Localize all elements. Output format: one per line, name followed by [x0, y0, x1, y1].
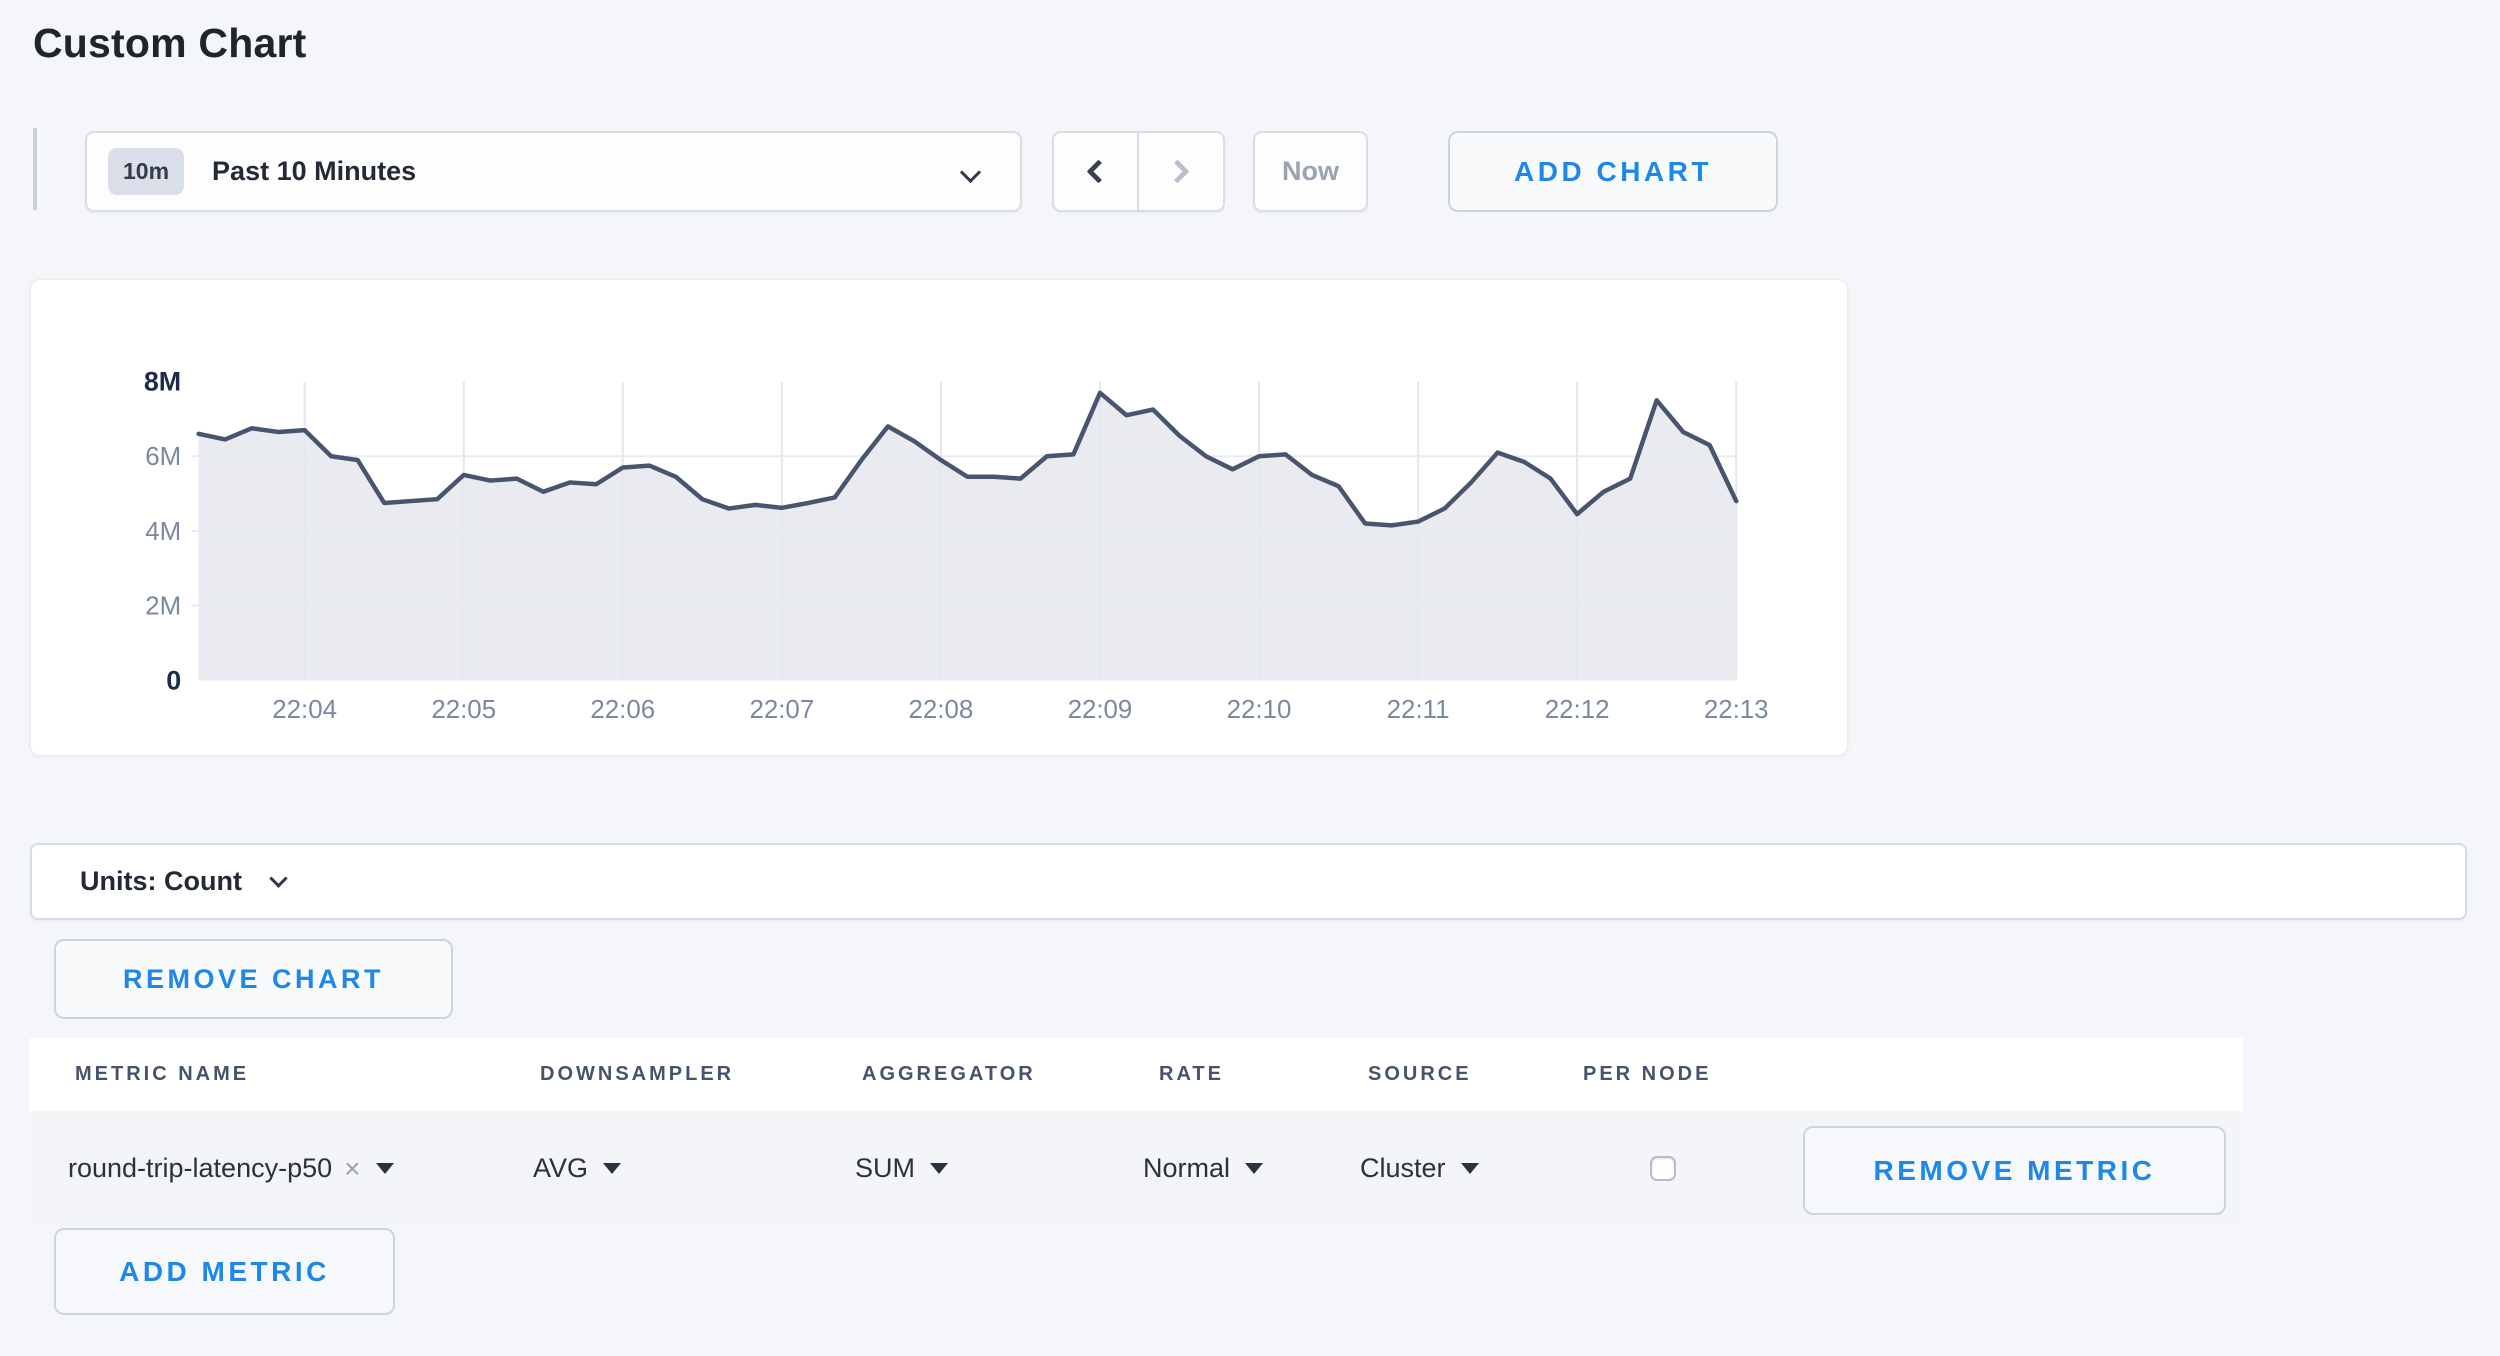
time-window-label: Past 10 Minutes: [212, 156, 417, 186]
source-dropdown[interactable]: Cluster: [1360, 1111, 1479, 1226]
time-window-dropdown[interactable]: 10m Past 10 Minutes: [85, 131, 1022, 212]
aggregator-value: SUM: [855, 1153, 915, 1183]
page-title: Custom Chart: [33, 20, 307, 66]
svg-text:22:08: 22:08: [909, 696, 974, 724]
triangle-down-icon: [603, 1163, 622, 1174]
time-window-badge: 10m: [108, 148, 185, 195]
svg-text:4M: 4M: [145, 518, 181, 546]
rate-value: Normal: [1143, 1153, 1231, 1183]
metric-name-value: round-trip-latency-p50: [68, 1153, 333, 1183]
svg-text:22:04: 22:04: [272, 696, 337, 724]
aggregator-dropdown[interactable]: SUM: [855, 1111, 948, 1226]
chevron-left-icon: [1086, 159, 1111, 184]
triangle-down-icon: [1245, 1163, 1264, 1174]
units-label: Units: Count: [80, 866, 242, 896]
toolbar-divider: [33, 128, 37, 210]
remove-metric-button[interactable]: REMOVE METRIC: [1803, 1126, 2226, 1215]
chevron-down-icon: [269, 869, 288, 888]
time-forward-button[interactable]: [1139, 133, 1224, 210]
source-value: Cluster: [1360, 1153, 1446, 1183]
chevron-down-icon: [959, 161, 982, 184]
col-header-source: SOURCE: [1368, 1063, 1472, 1085]
triangle-down-icon: [1460, 1163, 1479, 1174]
svg-text:22:07: 22:07: [749, 696, 814, 724]
svg-text:22:12: 22:12: [1545, 696, 1610, 724]
downsampler-value: AVG: [533, 1153, 589, 1183]
svg-text:6M: 6M: [145, 443, 181, 471]
clear-metric-icon[interactable]: ×: [344, 1152, 361, 1184]
chart-card: 0 2M 4M 6M 8M 22:04 22:05 22:06 22:07 22:08 22:09 2…: [30, 279, 1848, 756]
metrics-table-header: METRIC NAME DOWNSAMPLER AGGREGATOR RATE …: [30, 1038, 2243, 1111]
now-button[interactable]: Now: [1253, 131, 1368, 212]
chevron-right-icon: [1165, 159, 1190, 184]
col-header-downsampler: DOWNSAMPLER: [540, 1063, 735, 1085]
svg-text:22:09: 22:09: [1068, 696, 1133, 724]
time-nav-group: [1052, 131, 1225, 212]
svg-text:22:05: 22:05: [431, 696, 496, 724]
units-dropdown[interactable]: Units: Count: [30, 843, 2467, 920]
triangle-down-icon: [375, 1163, 394, 1174]
triangle-down-icon: [930, 1163, 948, 1174]
add-metric-button[interactable]: ADD METRIC: [54, 1228, 395, 1315]
time-back-button[interactable]: [1054, 133, 1139, 210]
svg-text:22:06: 22:06: [590, 696, 655, 724]
per-node-checkbox[interactable]: [1650, 1156, 1676, 1181]
custom-metric-area-chart: 0 2M 4M 6M 8M 22:04 22:05 22:06 22:07 22:08 22:09 2…: [144, 367, 1769, 725]
downsampler-dropdown[interactable]: AVG: [533, 1111, 622, 1226]
col-header-metric-name: METRIC NAME: [75, 1063, 250, 1085]
rate-dropdown[interactable]: Normal: [1143, 1111, 1264, 1226]
metric-name-dropdown[interactable]: round-trip-latency-p50 ×: [68, 1111, 394, 1226]
svg-text:8M: 8M: [144, 367, 181, 397]
add-chart-button[interactable]: ADD CHART: [1448, 131, 1778, 212]
svg-text:22:11: 22:11: [1387, 696, 1450, 724]
svg-text:0: 0: [166, 665, 181, 695]
remove-chart-button[interactable]: REMOVE CHART: [54, 939, 453, 1019]
svg-text:22:10: 22:10: [1227, 696, 1292, 724]
col-header-rate: RATE: [1159, 1063, 1224, 1085]
svg-text:2M: 2M: [145, 593, 181, 621]
svg-text:22:13: 22:13: [1704, 696, 1769, 724]
col-header-per-node: PER NODE: [1583, 1063, 1712, 1085]
col-header-aggregator: AGGREGATOR: [862, 1063, 1036, 1085]
